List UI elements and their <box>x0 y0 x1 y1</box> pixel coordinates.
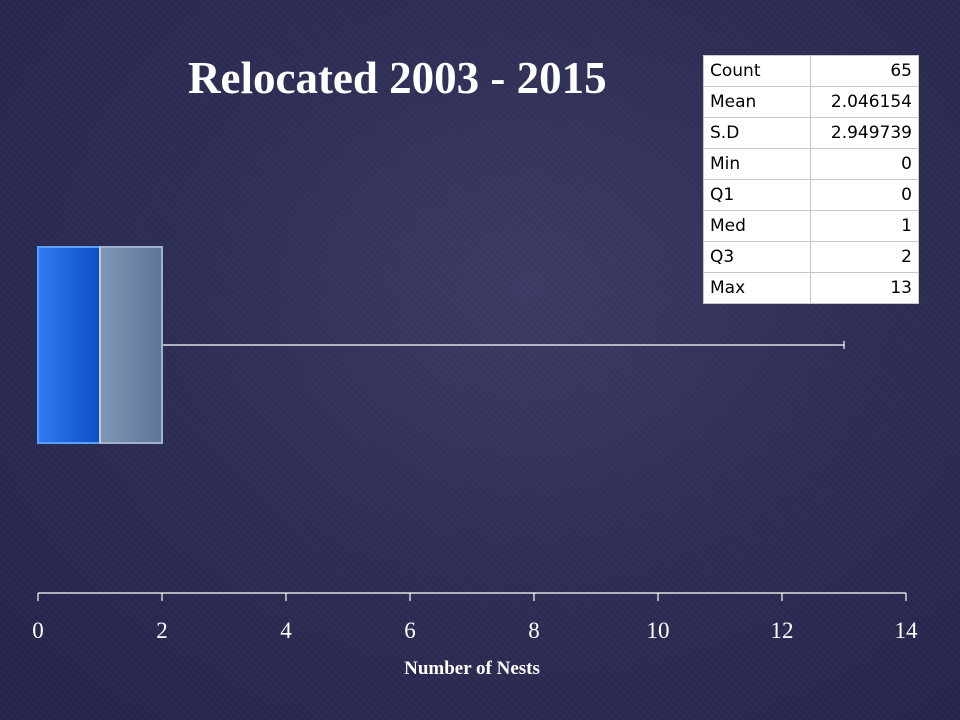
stats-row-max: Max 13 <box>703 272 919 304</box>
stats-row-sd: S.D 2.949739 <box>703 117 919 149</box>
stats-row-min: Min 0 <box>703 148 919 180</box>
stats-value: 65 <box>810 55 919 87</box>
upper-box-median-q3 <box>99 246 163 444</box>
stats-label: Q1 <box>703 179 811 211</box>
stats-label: Max <box>703 272 811 304</box>
stats-label: Count <box>703 55 811 87</box>
stats-label: S.D <box>703 117 811 149</box>
x-tick-label: 4 <box>280 618 292 643</box>
x-tick-label: 2 <box>156 618 168 643</box>
lower-box-q1-median <box>37 246 101 444</box>
stats-value: 0 <box>810 148 919 180</box>
summary-statistics-table: Count 65 Mean 2.046154 S.D 2.949739 Min 0 Q1 0 Med… <box>703 55 919 304</box>
stats-value: 2.949739 <box>810 117 919 149</box>
stats-row-med: Med 1 <box>703 210 919 242</box>
stats-row-q3: Q3 2 <box>703 241 919 273</box>
stats-value: 0 <box>810 179 919 211</box>
stats-row-q1: Q1 0 <box>703 179 919 211</box>
x-tick-label: 6 <box>404 618 416 643</box>
x-tick-label: 10 <box>647 618 670 643</box>
x-tick-label: 14 <box>895 618 919 643</box>
stats-row-count: Count 65 <box>703 55 919 87</box>
x-axis-title: Number of Nests <box>404 658 540 679</box>
x-tick-label: 12 <box>771 618 794 643</box>
chart-title: Relocated 2003 - 2015 <box>188 53 607 103</box>
stats-value: 13 <box>810 272 919 304</box>
stats-label: Med <box>703 210 811 242</box>
stats-value: 2.046154 <box>810 86 919 118</box>
x-tick-label: 0 <box>32 618 44 643</box>
x-tick-label: 8 <box>528 618 540 643</box>
